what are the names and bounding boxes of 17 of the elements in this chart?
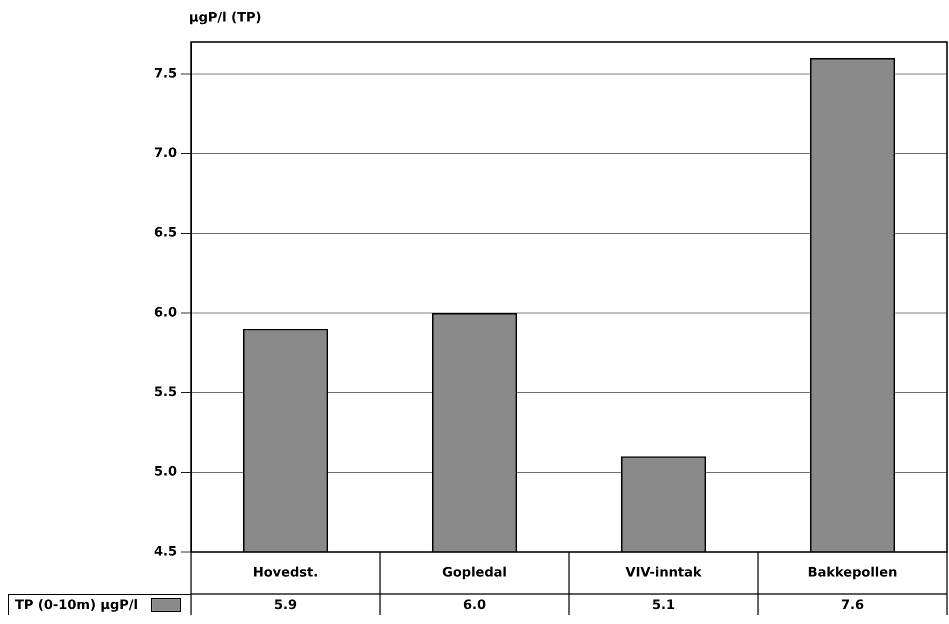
y-tick-label: 7.5 — [154, 66, 178, 82]
x-tick-label: Bakkepollen — [808, 565, 898, 580]
x-tick-label: VIV-inntak — [626, 565, 702, 580]
y-axis-title: µgP/l (TP) — [189, 10, 262, 26]
y-tick-label: 6.0 — [154, 305, 178, 320]
y-tick-label: 7.0 — [154, 146, 178, 161]
y-tick-label: 6.5 — [154, 226, 178, 241]
text: TP (0-10m) µgP/l — [15, 598, 138, 612]
data-label: 5.9 — [274, 598, 298, 613]
data-label: 6.0 — [463, 598, 486, 613]
data-label: 5.1 — [652, 598, 676, 613]
y-tick-label: 5.5 — [154, 385, 178, 400]
data-label: 7.6 — [840, 598, 864, 613]
y-tick-label: 4.5 — [154, 544, 178, 560]
y-tick-label: 5.0 — [154, 464, 178, 480]
x-tick-label: Gopledal — [442, 565, 507, 580]
x-tick-label: Hovedst. — [252, 565, 318, 580]
